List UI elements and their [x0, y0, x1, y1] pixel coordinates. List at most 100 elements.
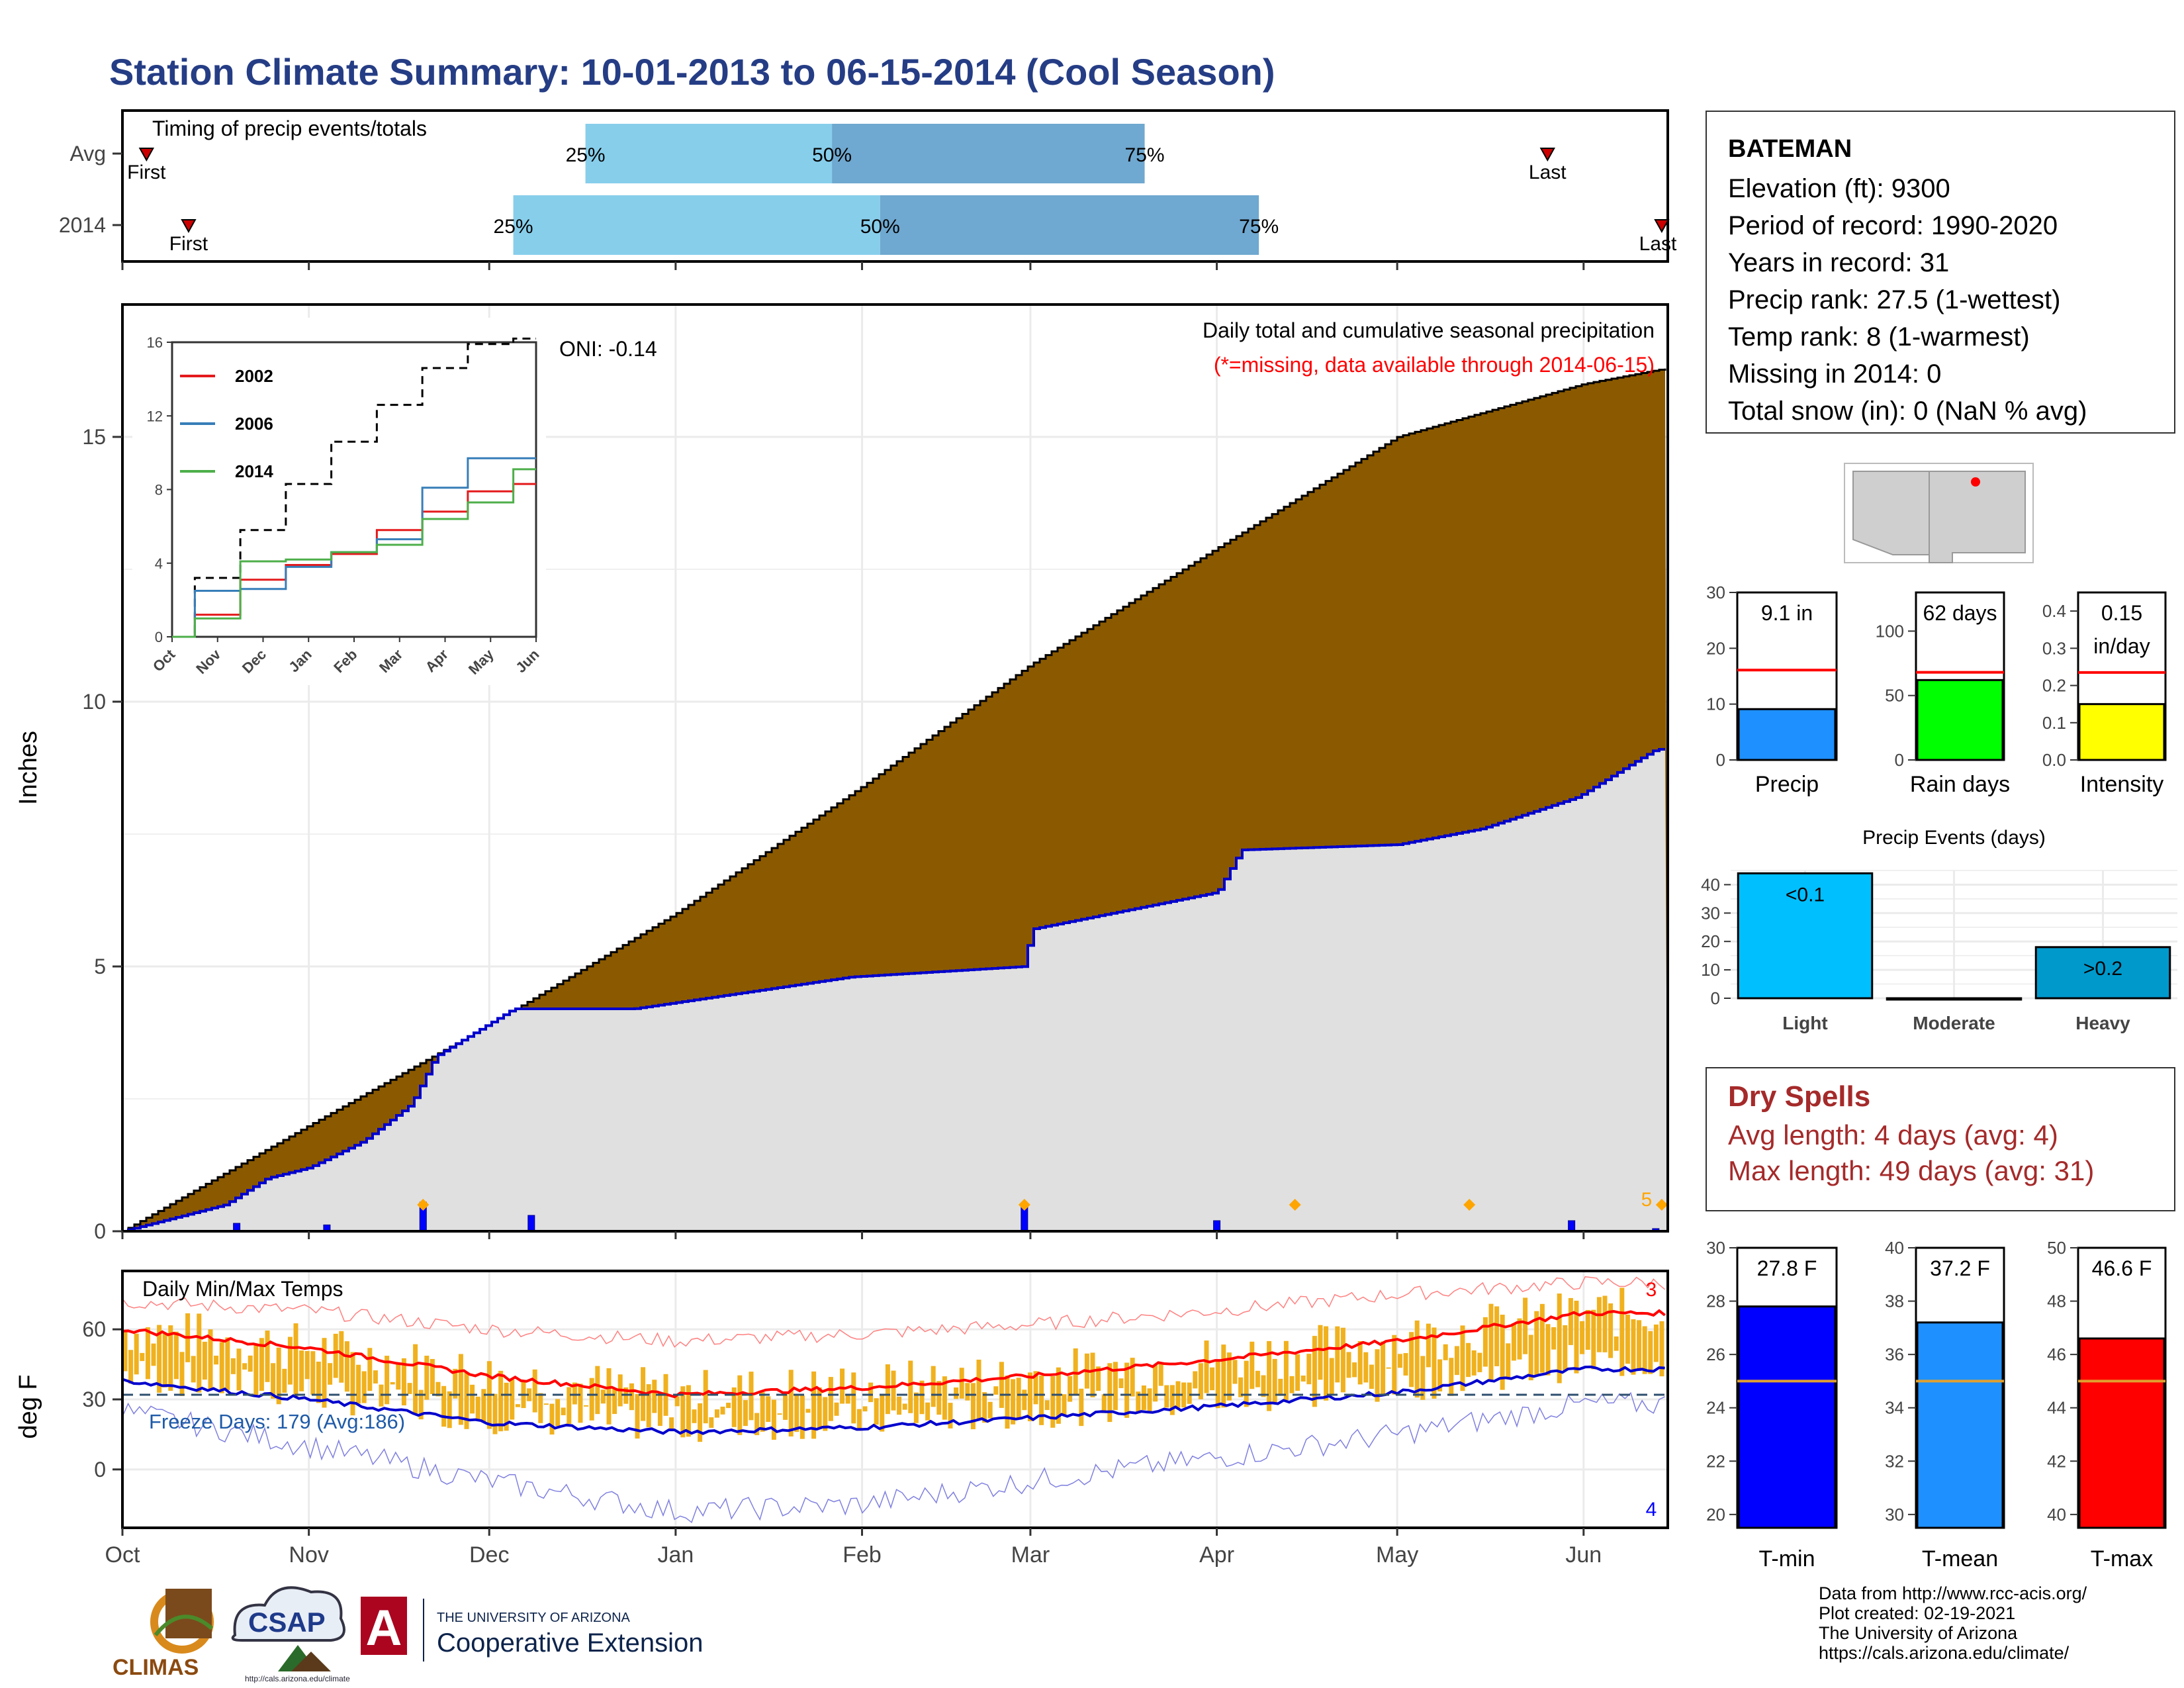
ua-letter: A: [366, 1600, 402, 1656]
daily-temp-bar: [823, 1397, 828, 1431]
daily-temp-bar: [299, 1350, 304, 1391]
daily-temp-bar: [1221, 1344, 1226, 1408]
daily-temp-bar: [385, 1356, 390, 1405]
footer-line-university: The University of Arizona: [1819, 1623, 2018, 1643]
timing-bar-q2: [832, 124, 1145, 183]
daily-temp-bar: [157, 1325, 162, 1393]
summary-bar-category: T-mean: [1922, 1546, 1998, 1571]
inset-series-2014: [172, 468, 536, 638]
daily-temp-bar: [1432, 1327, 1437, 1399]
event-marker: [1018, 1199, 1030, 1211]
summary-bar-ytick-label: 100: [1876, 621, 1904, 641]
daily-temp-bar: [356, 1364, 361, 1404]
daily-temp-bar: [925, 1402, 931, 1421]
daily-temp-bar: [1574, 1300, 1579, 1374]
daily-temp-bar: [584, 1405, 589, 1407]
precip-annotation-missing: (*=missing, data available through 2014-…: [1214, 353, 1655, 377]
timing-last-marker: [1654, 219, 1670, 234]
daily-temp-bar: [919, 1380, 925, 1415]
daily-temp-bar: [1608, 1303, 1614, 1358]
station-period: Period of record: 1990-2020: [1728, 211, 2058, 240]
daily-temp-bar: [1090, 1352, 1095, 1397]
station-precip-rank: Precip rank: 27.5 (1-wettest): [1728, 285, 2061, 314]
events-bar-Heavy: [2034, 946, 2171, 1000]
daily-temp-bar: [1250, 1341, 1255, 1389]
ua-logo: A THE UNIVERSITY OF ARIZONA Cooperative …: [361, 1597, 703, 1662]
daily-temp-bar: [1107, 1363, 1113, 1423]
daily-temp-bar: [1454, 1346, 1459, 1376]
precip-ytick-label: 0: [94, 1219, 106, 1243]
summary-bar-ytick-label: 0.3: [2042, 638, 2066, 658]
inset-ytick-label: 8: [155, 482, 163, 498]
timing-label-25: 25%: [494, 216, 533, 238]
daily-temp-bar: [1460, 1325, 1465, 1391]
events-ytick-label: 10: [1701, 960, 1720, 980]
daily-temp-bar: [504, 1382, 509, 1431]
daily-temp-bar: [845, 1394, 850, 1404]
daily-temp-bar: [578, 1383, 583, 1423]
daily-temp-bar: [737, 1375, 743, 1435]
daily-temp-bar: [1136, 1391, 1141, 1414]
daily-temp-bar: [897, 1396, 902, 1415]
daily-temp-bar: [1068, 1376, 1073, 1402]
daily-temp-bar: [1204, 1340, 1209, 1393]
timing-label: Timing of precip events/totals: [152, 117, 427, 140]
daily-temp-bar: [418, 1389, 424, 1420]
daily-temp-bar: [1272, 1358, 1277, 1403]
daily-temp-bar: [1637, 1320, 1642, 1371]
station-elevation: Elevation (ft): 9300: [1728, 174, 1950, 203]
summary-bar-value-label: 0.15: [2101, 601, 2142, 625]
daily-temp-bar: [1375, 1349, 1380, 1402]
daily-temp-bar: [1488, 1303, 1494, 1381]
daily-temp-bar: [646, 1384, 651, 1428]
summary-bar-ytick-label: 44: [2047, 1398, 2066, 1418]
daily-temp-bar: [1027, 1372, 1032, 1422]
daily-temp-bar: [407, 1383, 412, 1394]
daily-temp-bar: [282, 1368, 287, 1393]
daily-temp-bar: [954, 1387, 959, 1399]
daily-temp-bar: [913, 1392, 919, 1423]
daily-temp-bar: [1466, 1342, 1471, 1378]
daily-temp-bar: [202, 1341, 207, 1380]
daily-temp-bar: [600, 1389, 606, 1404]
summary-bar-T-mean: [1916, 1321, 2004, 1529]
daily-temp-bar: [1198, 1363, 1203, 1399]
daily-temp-bar: [749, 1372, 754, 1421]
daily-temp-bar: [373, 1370, 378, 1383]
month-label: Feb: [842, 1542, 882, 1568]
dry-spells-max: Max length: 49 days (avg: 31): [1728, 1155, 2095, 1186]
daily-temp-bar: [458, 1354, 463, 1425]
daily-temp-bar: [1118, 1378, 1124, 1389]
timing-first-marker: [181, 219, 197, 234]
daily-temp-bar: [1471, 1350, 1477, 1376]
inset-ytick-label: 0: [155, 629, 163, 645]
summary-bar-ytick-label: 40: [2047, 1505, 2066, 1524]
temp-ytick-label: 60: [82, 1317, 106, 1341]
daily-temp-bar: [543, 1403, 549, 1405]
daily-temp-bar: [179, 1352, 185, 1396]
daily-temp-bar: [760, 1392, 765, 1432]
dry-spells-avg: Avg length: 4 days (avg: 4): [1728, 1119, 2058, 1150]
summary-bar-T-min: [1737, 1305, 1837, 1529]
summary-bar-ytick-label: 0.4: [2042, 601, 2066, 621]
daily-temp-bar: [265, 1331, 270, 1382]
inset-legend-label: 2002: [235, 366, 273, 386]
inset-ytick-label: 16: [147, 334, 163, 351]
daily-temp-bar: [339, 1331, 344, 1383]
timing-label-75: 75%: [1125, 144, 1165, 166]
precip-annotation-title: Daily total and cumulative seasonal prec…: [1203, 318, 1655, 342]
daily-temp-bar: [1545, 1324, 1551, 1376]
daily-temp-bar: [1050, 1376, 1056, 1428]
daily-temp-bar: [709, 1417, 714, 1429]
precip-event-count: 5: [1641, 1189, 1653, 1211]
daily-temp-bar: [1591, 1309, 1596, 1370]
summary-bar-ytick-label: 48: [2047, 1291, 2066, 1311]
daily-temp-bar: [287, 1336, 293, 1385]
timing-first-marker: [138, 148, 155, 162]
daily-temp-bar: [532, 1369, 537, 1413]
ua-line1: THE UNIVERSITY OF ARIZONA: [437, 1611, 631, 1625]
ua-line2: Cooperative Extension: [437, 1628, 703, 1658]
location-map: [1844, 463, 2034, 563]
daily-temp-bar: [982, 1392, 987, 1423]
precip-events-title: Precip Events (days): [1862, 827, 2046, 849]
